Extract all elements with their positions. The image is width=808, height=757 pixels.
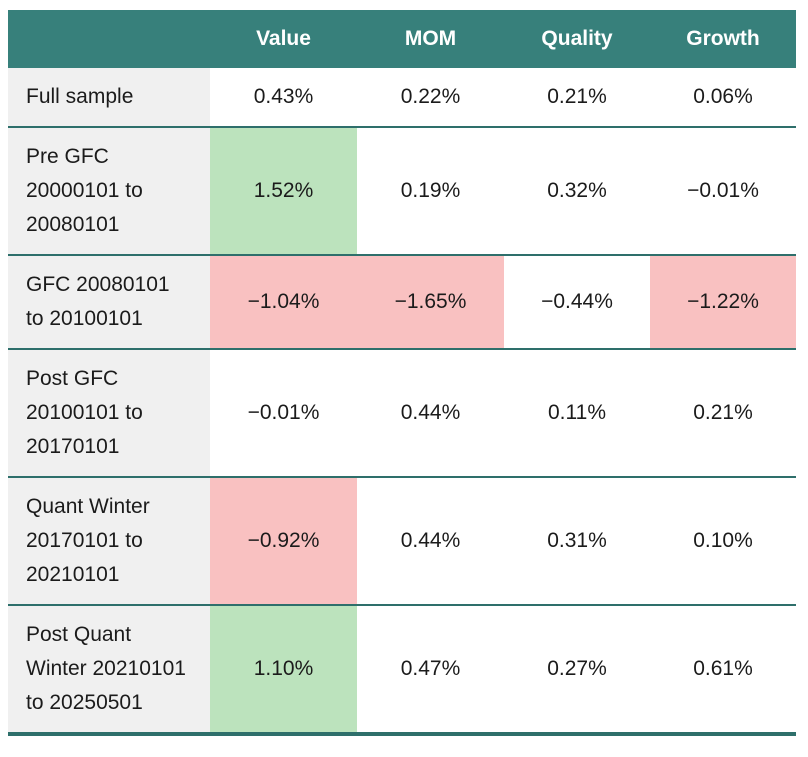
row-label: Quant Winter 20170101 to 20210101: [8, 476, 210, 605]
table-cell: 0.21%: [504, 68, 650, 127]
table-container: Value MOM Quality Growth Full sample 0.4…: [8, 10, 796, 736]
row-label: GFC 20080101 to 20100101: [8, 254, 210, 349]
table-cell: 0.10%: [650, 476, 796, 605]
header-col-quality: Quality: [504, 10, 650, 68]
header-row: Value MOM Quality Growth: [8, 10, 796, 68]
table-cell: 0.31%: [504, 476, 650, 605]
row-label: Post GFC 20100101 to 20170101: [8, 348, 210, 477]
table-header: Value MOM Quality Growth: [8, 10, 796, 68]
table-body: Full sample 0.43% 0.22% 0.21% 0.06% Pre …: [8, 68, 796, 736]
header-col-value: Value: [210, 10, 357, 68]
header-col-growth: Growth: [650, 10, 796, 68]
table-cell: 0.21%: [650, 348, 796, 477]
table-cell: −0.92%: [210, 476, 357, 605]
table-row-gfc: GFC 20080101 to 20100101 −1.04% −1.65% −…: [8, 254, 796, 349]
table-row-pre-gfc: Pre GFC 20000101 to 20080101 1.52% 0.19%…: [8, 126, 796, 255]
table-cell: −0.01%: [650, 126, 796, 255]
table-cell: 0.11%: [504, 348, 650, 477]
table-row-post-gfc: Post GFC 20100101 to 20170101 −0.01% 0.4…: [8, 348, 796, 477]
table-cell: 0.22%: [357, 68, 504, 127]
table-cell: 1.52%: [210, 126, 357, 255]
table-cell: 0.27%: [504, 604, 650, 736]
table-row-full-sample: Full sample 0.43% 0.22% 0.21% 0.06%: [8, 68, 796, 127]
table-cell: 1.10%: [210, 604, 357, 736]
table-cell: 0.61%: [650, 604, 796, 736]
table-cell: 0.43%: [210, 68, 357, 127]
table-cell: −0.01%: [210, 348, 357, 477]
row-label: Pre GFC 20000101 to 20080101: [8, 126, 210, 255]
table-row-post-quant-winter: Post Quant Winter 20210101 to 20250501 1…: [8, 604, 796, 736]
factor-performance-table: Value MOM Quality Growth Full sample 0.4…: [8, 10, 796, 736]
table-cell: 0.06%: [650, 68, 796, 127]
table-cell: −1.22%: [650, 254, 796, 349]
row-label: Full sample: [8, 68, 210, 127]
table-cell: −0.44%: [504, 254, 650, 349]
table-cell: 0.44%: [357, 348, 504, 477]
table-cell: 0.19%: [357, 126, 504, 255]
table-cell: 0.44%: [357, 476, 504, 605]
table-cell: −1.04%: [210, 254, 357, 349]
table-cell: −1.65%: [357, 254, 504, 349]
table-cell: 0.32%: [504, 126, 650, 255]
table-row-quant-winter: Quant Winter 20170101 to 20210101 −0.92%…: [8, 476, 796, 605]
header-corner-cell: [8, 10, 210, 68]
row-label: Post Quant Winter 20210101 to 20250501: [8, 604, 210, 736]
header-col-mom: MOM: [357, 10, 504, 68]
table-cell: 0.47%: [357, 604, 504, 736]
